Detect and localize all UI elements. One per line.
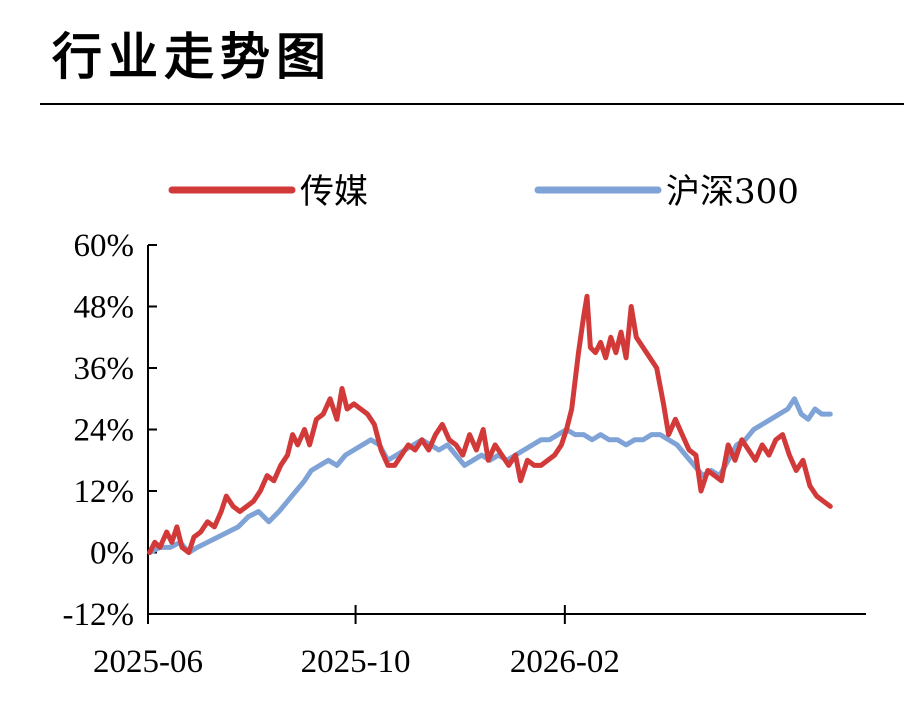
y-tick-label: 24% [74,413,135,449]
title-divider [40,103,904,105]
chart-legend: 传媒 沪深300 [168,172,799,212]
x-tick-label: 2025-10 [301,644,411,680]
chart-series [147,293,833,555]
y-tick-label: 0% [90,536,134,572]
series-line-hs300 [147,396,833,555]
y-tick-label: -12% [63,597,134,633]
y-tick-label: 36% [74,351,135,387]
y-tick-label: 60% [74,228,135,264]
legend-label-media: 传媒 [300,172,368,212]
legend-label-hs300: 沪深300 [666,172,799,212]
x-tick-label: 2025-06 [93,644,203,680]
chart-axes: 60% 48% 36% 24% 12% 0% -12% 2025-06 2025-10 2026-… [63,228,866,680]
y-tick-label: 12% [74,474,135,510]
x-tick-label: 2026-02 [510,644,620,680]
y-tick-label: 48% [74,290,135,326]
series-line-media [147,293,833,555]
page-title: 行业走势图 [52,27,332,86]
